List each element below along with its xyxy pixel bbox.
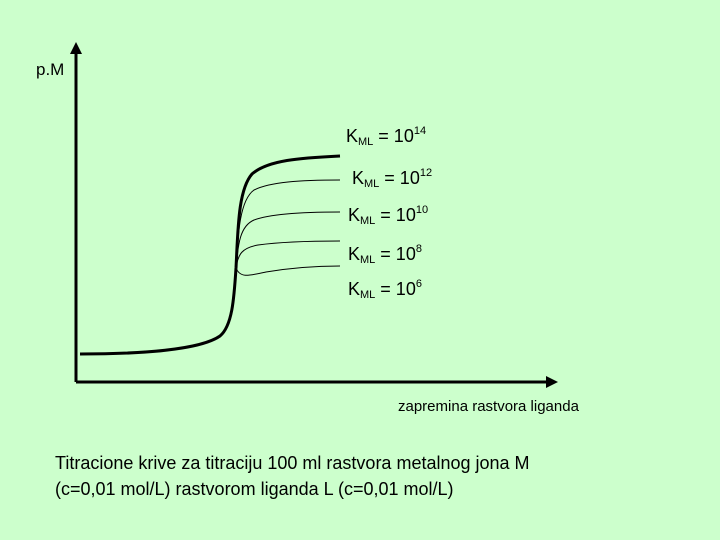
y-axis-label: p.M: [36, 60, 65, 79]
x-axis-arrowhead: [546, 376, 558, 388]
caption-line-2: (c=0,01 mol/L) rastvorom liganda L (c=0,…: [55, 479, 454, 499]
titration-curve-k10: [235, 211, 341, 269]
label-k12: KML = 1012: [352, 167, 433, 190]
caption-line-1: Titracione krive za titraciju 100 ml ras…: [55, 453, 530, 473]
y-axis-arrowhead: [70, 42, 82, 54]
label-k10: KML = 1010: [348, 204, 429, 227]
titration-curve-k14: [234, 154, 341, 269]
titration-curve-k6: [235, 265, 341, 276]
titration-curve-k8: [235, 240, 341, 269]
label-k14: KML = 1014: [346, 125, 427, 148]
label-k6: KML = 106: [348, 278, 422, 301]
titration-curve-base: [79, 267, 238, 356]
figure-caption: Titracione krive za titraciju 100 ml ras…: [55, 450, 695, 502]
x-axis-label: zapremina rastvora liganda: [398, 398, 579, 415]
label-k8: KML = 108: [348, 243, 422, 266]
titration-curve-k12: [235, 179, 341, 269]
